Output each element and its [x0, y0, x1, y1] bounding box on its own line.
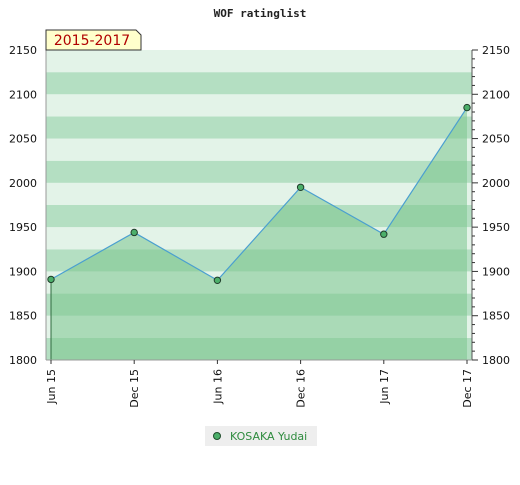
- chart-title: WOF ratinglist: [214, 7, 307, 20]
- x-tick-label: Dec 16: [295, 369, 308, 408]
- background-band: [46, 116, 472, 139]
- x-tick-label: Jun 15: [45, 369, 58, 405]
- data-point[interactable]: [380, 230, 388, 238]
- points-layer: [47, 103, 471, 284]
- data-point[interactable]: [213, 276, 222, 284]
- y-tick-label-left: 2050: [9, 133, 37, 146]
- y-tick-label-right: 1950: [482, 221, 510, 234]
- y-tick-label-left: 1900: [9, 265, 37, 278]
- y-tick-label-right: 1850: [482, 310, 510, 323]
- legend[interactable]: KOSAKA Yudai: [205, 426, 317, 446]
- y-tick-label-left: 1850: [9, 310, 37, 323]
- y-tick-label-right: 1800: [482, 354, 510, 367]
- y-tick-label-left: 2150: [9, 44, 37, 57]
- area-layer: [50, 107, 468, 360]
- background-band: [46, 160, 472, 183]
- y-tick-label-left: 1950: [9, 221, 37, 234]
- background-band: [46, 205, 472, 228]
- y-tick-label-right: 2050: [482, 133, 510, 146]
- series-area: [51, 107, 467, 360]
- background-band: [46, 50, 472, 73]
- axes-layer: 1800 1800 1850 1850 1900 1900 1950 1950 2000 2000…: [9, 44, 510, 408]
- legend-label: KOSAKA Yudai: [230, 430, 307, 443]
- background-band: [46, 138, 472, 161]
- y-tick-label-left: 1800: [9, 354, 37, 367]
- legend-marker: [213, 432, 221, 440]
- x-tick-label: Jun 17: [378, 369, 391, 405]
- period-label: 2015-2017: [54, 33, 130, 49]
- background-band: [46, 72, 472, 95]
- y-tick-label-right: 1900: [482, 265, 510, 278]
- background-band: [46, 182, 472, 205]
- y-tick-label-right: 2100: [482, 88, 510, 101]
- series-line: [50, 107, 468, 282]
- data-point[interactable]: [130, 228, 138, 237]
- y-tick-label-left: 2000: [9, 177, 37, 190]
- background-band: [46, 94, 472, 117]
- y-tick-label-right: 2150: [482, 44, 510, 57]
- data-point[interactable]: [47, 275, 55, 284]
- x-tick-label: Dec 15: [128, 369, 141, 408]
- x-tick-label: Dec 17: [461, 369, 474, 408]
- x-tick-label: Jun 16: [211, 369, 224, 405]
- y-tick-label-right: 2000: [482, 177, 510, 190]
- data-point[interactable]: [296, 183, 305, 191]
- data-point[interactable]: [463, 103, 471, 112]
- period-label-box: 2015-2017: [45, 29, 142, 51]
- y-tick-label-left: 2100: [9, 88, 37, 101]
